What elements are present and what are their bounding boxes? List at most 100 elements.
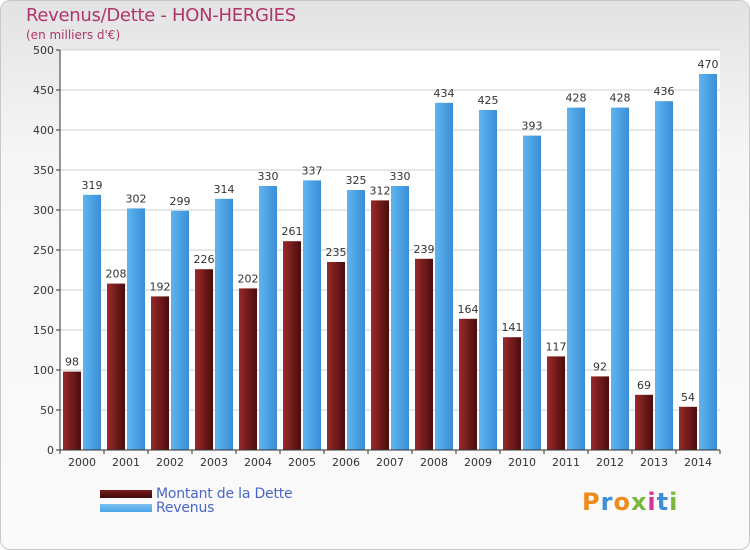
grid-lines [60, 49, 720, 451]
data-label-revenue: 436 [654, 85, 675, 98]
bar-revenue [215, 198, 233, 450]
logo-letter: x [630, 488, 648, 516]
bar-revenue [523, 135, 541, 450]
bar-revenue [655, 101, 673, 450]
data-label-debt: 239 [414, 243, 435, 256]
proxiti-logo: Proxiti [582, 488, 678, 516]
x-tick-label: 2000 [68, 456, 96, 469]
bar-revenue [83, 194, 101, 450]
y-tick-label: 100 [33, 364, 54, 377]
data-label-revenue: 434 [434, 87, 455, 100]
logo-letter: o [613, 488, 631, 516]
legend-item-debt: Montant de la Dette [100, 486, 293, 502]
data-label-debt: 98 [65, 356, 79, 369]
y-tick-label: 50 [40, 404, 54, 417]
legend: Montant de la Dette Revenus [100, 486, 293, 516]
data-label-revenue: 428 [610, 92, 631, 105]
bar-debt [195, 269, 213, 450]
data-label-revenue: 319 [82, 179, 103, 192]
bar-revenue [479, 110, 497, 450]
legend-label-revenue: Revenus [156, 500, 215, 516]
logo-letter: i [669, 488, 679, 516]
x-tick-label: 2006 [332, 456, 360, 469]
bar-debt [503, 337, 521, 450]
bar-debt [635, 394, 653, 450]
bar-revenue [435, 102, 453, 451]
bar-revenue [171, 210, 189, 450]
x-tick-label: 2014 [684, 456, 712, 469]
x-tick-label: 2008 [420, 456, 448, 469]
bars [63, 74, 717, 451]
legend-swatch-revenue [100, 504, 152, 512]
x-tick-label: 2010 [508, 456, 536, 469]
bar-revenue [699, 74, 717, 450]
chart-title: Revenus/Dette - HON-HERGIES [26, 5, 296, 26]
x-tick-label: 2005 [288, 456, 316, 469]
data-label-revenue: 314 [214, 183, 235, 196]
logo-letter: i [647, 488, 657, 516]
y-tick-label: 150 [33, 324, 54, 337]
bar-revenue [303, 180, 321, 450]
data-label-debt: 208 [106, 268, 127, 281]
bar-debt [107, 283, 125, 450]
bar-debt [679, 406, 697, 450]
data-label-debt: 312 [370, 184, 391, 197]
x-tick-label: 2013 [640, 456, 668, 469]
data-label-revenue: 299 [170, 195, 191, 208]
legend-label-debt: Montant de la Dette [156, 486, 293, 502]
data-label-debt: 192 [150, 280, 171, 293]
data-label-revenue: 302 [126, 192, 147, 205]
bar-revenue [347, 190, 365, 450]
logo-letter: r [600, 488, 614, 516]
bar-debt [591, 376, 609, 450]
y-tick-label: 300 [33, 204, 54, 217]
data-label-revenue: 337 [302, 164, 323, 177]
y-tick-label: 250 [33, 244, 54, 257]
data-label-debt: 235 [326, 246, 347, 259]
axes [56, 49, 721, 454]
bar-debt [415, 258, 433, 450]
y-tick-label: 400 [33, 124, 54, 137]
data-label-revenue: 330 [258, 170, 279, 183]
legend-swatch-debt [100, 490, 152, 498]
bar-revenue [391, 186, 409, 450]
data-label-debt: 141 [502, 321, 523, 334]
data-label-revenue: 425 [478, 94, 499, 107]
x-tick-label: 2002 [156, 456, 184, 469]
data-label-debt: 261 [282, 225, 303, 238]
bar-debt [283, 241, 301, 450]
data-label-debt: 69 [637, 379, 651, 392]
data-label-revenue: 325 [346, 174, 367, 187]
x-tick-label: 2004 [244, 456, 272, 469]
data-label-debt: 226 [194, 253, 215, 266]
y-tick-label: 200 [33, 284, 54, 297]
bar-debt [459, 318, 477, 450]
x-tick-label: 2003 [200, 456, 228, 469]
bar-debt [547, 356, 565, 450]
x-tick-label: 2011 [552, 456, 580, 469]
data-label-debt: 202 [238, 272, 259, 285]
x-tick-label: 2007 [376, 456, 404, 469]
bar-debt [371, 200, 389, 450]
bar-debt [63, 371, 81, 450]
legend-item-revenue: Revenus [100, 500, 292, 516]
logo-letter: P [582, 488, 601, 516]
y-tick-label: 500 [33, 44, 54, 57]
data-label-debt: 117 [546, 340, 567, 353]
labels: 0 50 100 150 200 250 300 350 400 450 500 98 319 2000 2… [33, 44, 719, 469]
bar-debt [327, 262, 345, 450]
logo-letter: t [656, 488, 670, 516]
chart-subtitle: (en milliers d'€) [26, 28, 121, 42]
data-label-debt: 92 [593, 360, 607, 373]
bar-debt [239, 288, 257, 450]
x-tick-label: 2001 [112, 456, 140, 469]
y-tick-label: 350 [33, 164, 54, 177]
bar-revenue [259, 186, 277, 450]
data-label-revenue: 393 [522, 120, 543, 133]
data-label-revenue: 428 [566, 92, 587, 105]
y-tick-label: 0 [47, 444, 54, 457]
bar-revenue [567, 107, 585, 450]
x-tick-label: 2012 [596, 456, 624, 469]
data-label-debt: 54 [681, 391, 695, 404]
